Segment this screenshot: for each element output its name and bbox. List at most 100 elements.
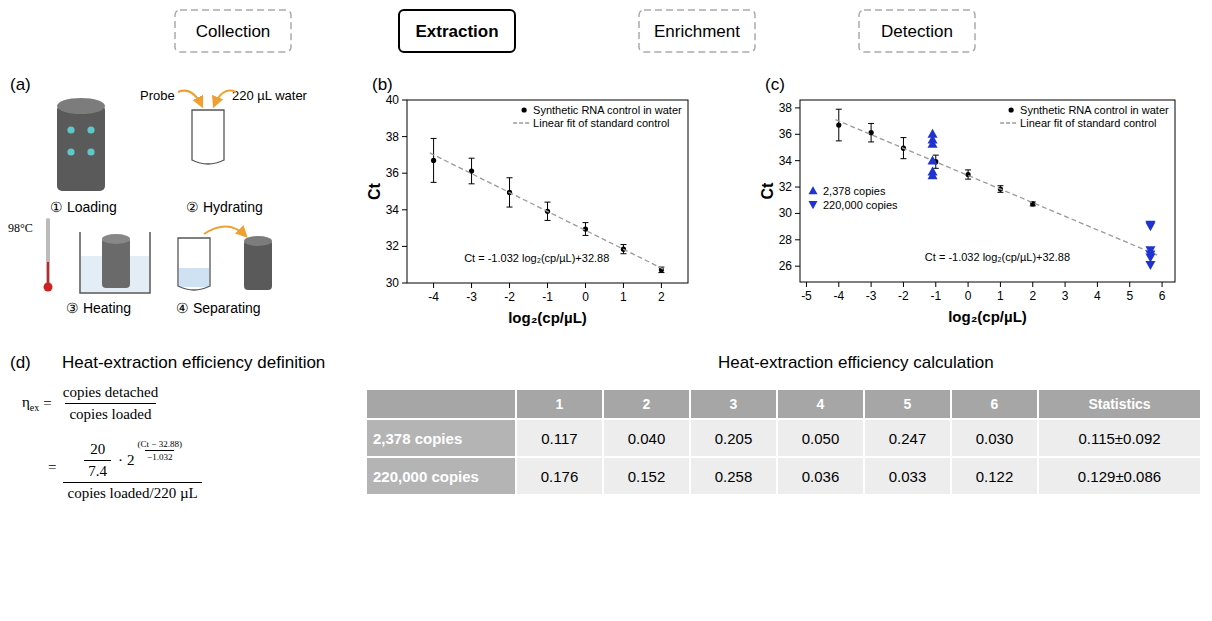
y-tick bbox=[402, 100, 407, 101]
x-tick bbox=[1032, 282, 1033, 287]
step-label: ④ Separating bbox=[176, 300, 261, 316]
sample-dot bbox=[67, 148, 74, 155]
exponent: (Ct − 32.88)−1.032 bbox=[136, 439, 184, 462]
legend-swatch bbox=[513, 122, 529, 123]
cell: 0.115±0.092 bbox=[1038, 419, 1201, 457]
x-tick-label: 4 bbox=[1094, 289, 1101, 303]
x-axis-title: log₂(cp/µL) bbox=[508, 309, 587, 326]
y-tick bbox=[795, 134, 800, 135]
x-tick bbox=[1065, 282, 1066, 287]
workflow-box bbox=[639, 10, 755, 52]
workflow: CollectionExtractionEnrichmentDetection bbox=[175, 10, 975, 52]
legend-swatch bbox=[521, 107, 526, 112]
x-tick-label: -3 bbox=[866, 289, 877, 303]
numerator: copies detached bbox=[59, 384, 162, 403]
x-tick bbox=[585, 283, 586, 288]
y-tick bbox=[795, 213, 800, 214]
y-tick-label: 32 bbox=[779, 180, 793, 194]
workflow-label: Extraction bbox=[415, 22, 498, 41]
denominator: copies loaded/220 µL bbox=[63, 482, 201, 502]
workflow-box bbox=[399, 10, 515, 52]
water-label: 220 µL water bbox=[232, 88, 308, 103]
x-tick bbox=[903, 282, 904, 287]
y-tick-label: 28 bbox=[779, 233, 793, 247]
equals: = bbox=[43, 395, 51, 412]
x-tick-label: 1 bbox=[997, 289, 1004, 303]
tube-empty bbox=[178, 238, 210, 290]
point bbox=[928, 170, 938, 179]
temperature-label: 98°C bbox=[8, 221, 33, 235]
equals: = bbox=[48, 459, 56, 476]
step-label: ② Hydrating bbox=[186, 199, 263, 215]
table: 123456Statistics2,378 copies0.1170.0400.… bbox=[365, 388, 1202, 496]
legend-swatch bbox=[1000, 122, 1016, 123]
x-tick-label: 6 bbox=[1159, 289, 1166, 303]
legend-label: Synthetic RNA control in water bbox=[1020, 104, 1169, 116]
panel-letter: (b) bbox=[372, 75, 393, 94]
point bbox=[1145, 221, 1155, 230]
y-tick-label: 36 bbox=[779, 127, 793, 141]
fit-line bbox=[430, 153, 665, 270]
header-cell: 1 bbox=[516, 389, 603, 419]
x-tick-label: 3 bbox=[1062, 289, 1069, 303]
y-tick bbox=[795, 266, 800, 267]
table-row: 2,378 copies0.1170.0400.2050.0500.2470.0… bbox=[366, 419, 1201, 457]
panel-letter: (a) bbox=[10, 75, 31, 94]
plot-area bbox=[430, 138, 665, 272]
y-tick-label: 40 bbox=[386, 93, 400, 107]
tube-empty bbox=[192, 110, 224, 164]
legend: Synthetic RNA control in waterLinear fit… bbox=[809, 104, 1170, 211]
legend-swatch bbox=[809, 201, 818, 209]
point bbox=[1145, 246, 1155, 255]
x-tick-label: -4 bbox=[833, 289, 844, 303]
panel-letter: (d) bbox=[10, 353, 31, 372]
x-tick bbox=[871, 282, 872, 287]
arrow bbox=[214, 91, 236, 106]
section-title: Heat-extraction efficiency calculation bbox=[718, 353, 994, 372]
tube-top bbox=[102, 234, 130, 244]
sample-dot bbox=[87, 148, 94, 155]
x-tick bbox=[1162, 282, 1163, 287]
y-axis-title: Ct bbox=[366, 182, 383, 200]
point bbox=[836, 122, 841, 127]
workflow-label: Detection bbox=[881, 22, 953, 41]
error-bar bbox=[836, 109, 842, 141]
x-tick bbox=[661, 283, 662, 288]
y-tick bbox=[402, 246, 407, 247]
x-tick bbox=[623, 283, 624, 288]
arrow bbox=[204, 226, 246, 236]
x-tick bbox=[1097, 282, 1098, 287]
y-tick-label: 34 bbox=[386, 203, 400, 217]
header-cell: 3 bbox=[690, 389, 777, 419]
header-cell: Statistics bbox=[1038, 389, 1201, 419]
y-tick-label: 38 bbox=[779, 101, 793, 115]
error-bar bbox=[965, 170, 971, 179]
y-tick-label: 36 bbox=[386, 166, 400, 180]
denominator: 7.4 bbox=[84, 460, 111, 480]
y-tick bbox=[402, 173, 407, 174]
sample-dot bbox=[67, 126, 74, 133]
x-axis-title: log₂(cp/µL) bbox=[948, 308, 1027, 325]
tube bbox=[244, 240, 272, 290]
y-tick-label: 26 bbox=[779, 259, 793, 273]
point bbox=[431, 158, 436, 163]
plot-frame bbox=[407, 100, 688, 283]
legend-swatch bbox=[1008, 107, 1013, 112]
section-title: Heat-extraction efficiency definition bbox=[62, 353, 325, 372]
subscript: ex bbox=[30, 402, 39, 413]
base: 2 bbox=[127, 452, 135, 469]
formula-line: ηex=copies detachedcopies loaded bbox=[22, 384, 357, 423]
x-tick-label: 5 bbox=[1126, 289, 1133, 303]
x-tick-label: -4 bbox=[428, 290, 439, 304]
error-bar bbox=[431, 138, 437, 182]
x-tick-label: 0 bbox=[582, 290, 589, 304]
point bbox=[928, 156, 938, 165]
dot: · bbox=[118, 452, 123, 469]
legend-label: Synthetic RNA control in water bbox=[533, 104, 682, 116]
table-row: 220,000 copies0.1760.1520.2580.0360.0330… bbox=[366, 457, 1201, 495]
numerator: 207.4·2(Ct − 32.88)−1.032 bbox=[77, 433, 188, 482]
legend-label: 220,000 copies bbox=[823, 199, 898, 211]
point bbox=[1145, 261, 1155, 270]
y-tick bbox=[795, 160, 800, 161]
x-tick-label: 2 bbox=[658, 290, 665, 304]
